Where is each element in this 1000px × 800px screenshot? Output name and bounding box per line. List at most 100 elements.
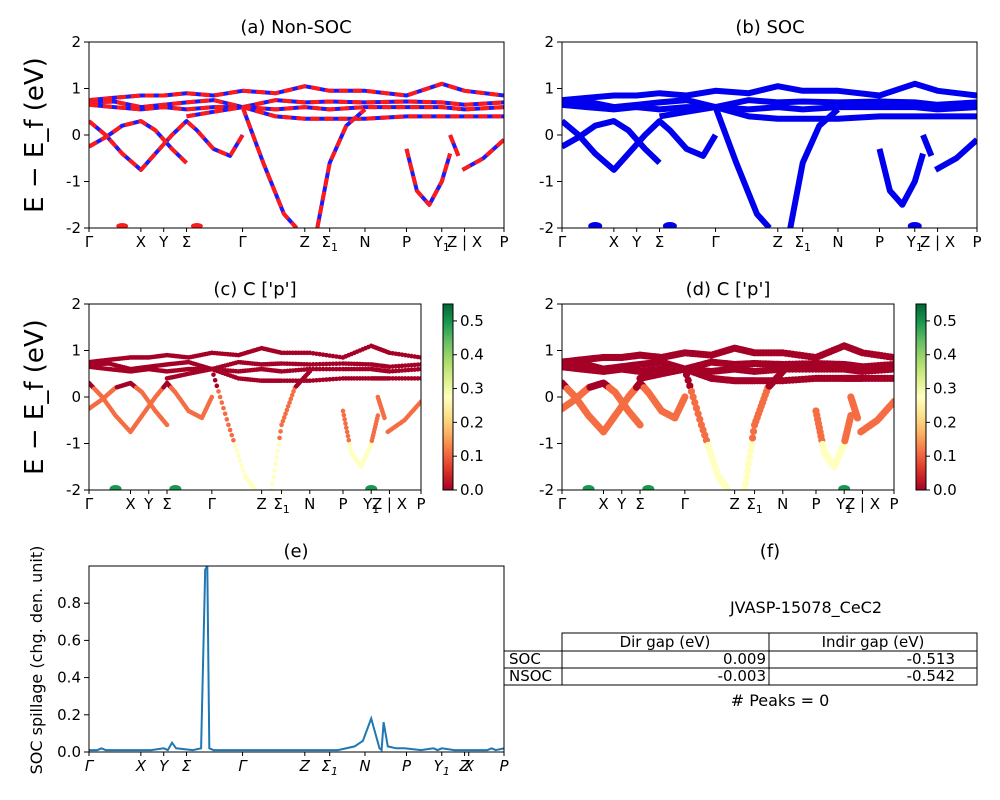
- scatter-point: [314, 361, 319, 367]
- scatter-point: [327, 361, 333, 367]
- axes-frame: [88, 565, 505, 753]
- scatter-point: [214, 383, 220, 389]
- band-line-b8-dash: [315, 107, 367, 228]
- bottom-blob: [662, 222, 677, 228]
- scatter-point: [314, 377, 319, 383]
- x-tick-label: Σ1: [273, 495, 289, 516]
- colorbar-tick-label: 0.2: [933, 413, 957, 431]
- colorbar-tick-label: 0.5: [933, 312, 957, 330]
- scatter-point: [291, 389, 296, 394]
- x-tick-label: Z: [729, 495, 739, 513]
- colorbar-bar: [442, 303, 454, 491]
- scatter-point: [412, 376, 417, 381]
- scatter-point: [288, 396, 294, 402]
- x-tick-label: Y: [616, 495, 627, 513]
- scatter-point: [636, 421, 644, 429]
- x-tick-label: Z | X: [845, 495, 880, 513]
- scatter-point: [234, 448, 240, 453]
- scatter-point: [310, 366, 316, 372]
- y-tick-label: 0.6: [57, 631, 81, 649]
- y-tick-label: 2: [71, 295, 81, 313]
- x-tick-label: P: [811, 495, 820, 513]
- scatter-points: [562, 342, 894, 490]
- y-tick-label: 1: [71, 80, 81, 98]
- table-header-indir: Indir gap (eV): [822, 633, 925, 651]
- scatter-point: [342, 417, 347, 422]
- x-tick-label: Z: [256, 495, 266, 513]
- y-tick-label: -2: [539, 219, 554, 237]
- scatter-point: [747, 440, 756, 449]
- gap-table: Dir gap (eV) Indir gap (eV) SOC 0.009 -0…: [503, 632, 978, 686]
- band-line-b3: [562, 101, 977, 113]
- x-tick-label: N: [359, 757, 370, 775]
- x-tick-label: Γ: [208, 495, 217, 513]
- band-line-b10: [920, 133, 935, 158]
- table-row-label: NSOC: [509, 667, 552, 685]
- panel-e-title: (e): [283, 541, 308, 562]
- x-tick-label: Σ1: [321, 757, 337, 778]
- scatter-point: [686, 382, 694, 390]
- scatter-point: [347, 442, 352, 447]
- scatter-point: [890, 374, 894, 382]
- colorbar-bar: [915, 303, 927, 491]
- scatter-point: [687, 387, 696, 396]
- x-tick-label: X: [135, 757, 147, 775]
- panel-c-plot: -2 -1 0 1 2 Γ X Y Σ Γ Z Σ1 N P Y1Z | X P: [66, 295, 425, 516]
- x-tick-label: P: [338, 495, 347, 513]
- band-line-b8: [787, 107, 840, 228]
- scatter-point: [226, 422, 231, 428]
- scatter-point: [289, 392, 295, 398]
- scatter-point: [272, 468, 277, 473]
- scatter-point: [269, 487, 274, 490]
- scatter-point: [779, 367, 787, 376]
- x-tick-label: X: [609, 233, 619, 251]
- x-tick-label: P: [889, 495, 898, 513]
- y-tick-label: 0: [544, 388, 554, 406]
- scatter-point: [278, 429, 283, 434]
- colorbar-tick-label: 0.4: [460, 346, 484, 364]
- bands: [562, 80, 977, 228]
- scatter-point: [280, 418, 286, 424]
- colorbar-tick-label: 0.5: [460, 312, 484, 330]
- scatter-point: [324, 361, 329, 367]
- scatter-point: [285, 404, 291, 409]
- scatter-point: [314, 366, 319, 372]
- y-tick-label: -1: [539, 435, 554, 453]
- x-tick-label: P: [972, 233, 981, 251]
- scatter-point: [684, 376, 692, 384]
- x-tick-label: Γ: [558, 233, 567, 251]
- band-line-b7-dash: [240, 106, 298, 228]
- table-cell: -0.003: [718, 667, 766, 685]
- colorbar-tick-label: 0.3: [933, 380, 957, 398]
- panel-e-ylabel: SOC spillage (chg. den. unit): [27, 546, 46, 775]
- scatter-point: [696, 415, 704, 423]
- band-line-b3-dash: [89, 102, 504, 112]
- y-tick-label: 0.8: [57, 594, 81, 612]
- scatter-point: [748, 434, 757, 442]
- scatter-point: [307, 369, 313, 374]
- x-tick-label: Y1: [835, 495, 852, 516]
- scatter-point: [341, 412, 347, 418]
- panel-c-colorbar: 0.0 0.1 0.2 0.3 0.4 0.5: [442, 303, 484, 499]
- x-tick-label: Z | X: [372, 495, 407, 513]
- bands: [89, 81, 504, 228]
- y-tick-label: 2: [544, 33, 554, 51]
- scatter-point: [229, 432, 235, 438]
- x-tick-label: Γ: [238, 757, 248, 775]
- x-tick-label: Γ: [711, 233, 720, 251]
- scatter-point: [744, 460, 753, 468]
- x-tick-label: Y1: [433, 233, 450, 254]
- scatter-point: [330, 361, 336, 367]
- scatter-point: [236, 453, 241, 458]
- scatter-point: [743, 466, 752, 475]
- scatter-point: [334, 376, 339, 382]
- x-tick-label: Y1: [906, 233, 923, 254]
- scatter-point: [241, 468, 246, 474]
- scatter-point: [279, 422, 284, 428]
- scatter-point: [273, 461, 278, 467]
- band-line-b4-dash: [186, 105, 504, 121]
- scatter-point: [209, 366, 215, 372]
- bottom-blob: [838, 485, 851, 490]
- band-line-b7: [712, 106, 772, 228]
- scatter-point: [741, 486, 749, 490]
